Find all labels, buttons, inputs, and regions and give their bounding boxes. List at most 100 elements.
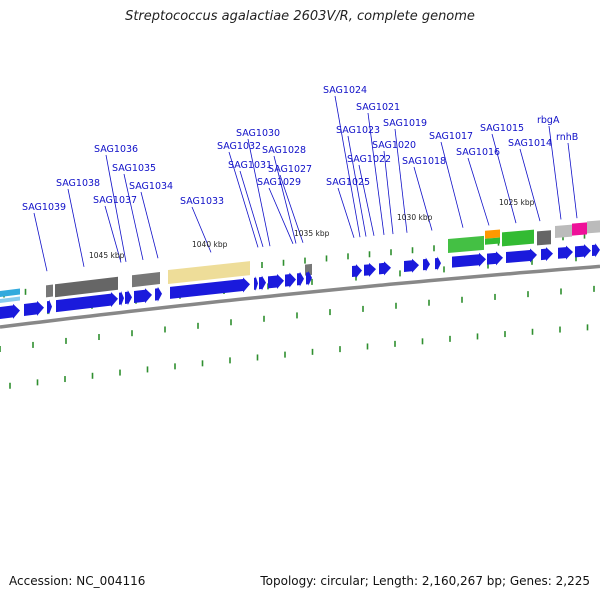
feature-block-gray: [132, 272, 160, 288]
feature-block-green: [502, 229, 534, 247]
tick-mark: [24, 288, 27, 295]
tick-mark: [284, 351, 286, 358]
cds-arrow: [541, 247, 553, 262]
gene-label: rnhB: [556, 132, 578, 143]
gene-label: SAG1033: [180, 196, 224, 207]
gene-label: SAG1014: [508, 138, 552, 149]
tick-mark: [164, 326, 166, 333]
tick-mark: [197, 322, 199, 329]
tick-mark: [527, 291, 529, 298]
kbp-labels: 1045 kbp 1040 kbp 1035 kbp 1030 kbp 1025 kbp: [89, 198, 535, 260]
cds-arrow: [364, 262, 376, 277]
tick-mark: [0, 346, 1, 352]
tick-mark: [91, 372, 94, 379]
tick-mark: [531, 328, 534, 335]
tick-mark: [304, 257, 306, 264]
feature-block-gray: [587, 220, 600, 234]
tick-mark: [98, 334, 100, 341]
tick-mark: [230, 319, 232, 326]
leader-line: [548, 125, 562, 220]
gene-label: SAG1027: [268, 164, 312, 175]
cds-arrow: [352, 264, 362, 279]
tick-mark: [32, 341, 34, 348]
gene-label: SAG1017: [429, 131, 473, 142]
cds-arrow: [268, 273, 284, 289]
leader-line: [467, 157, 490, 226]
backbone-line: [0, 264, 600, 329]
tick-mark: [368, 251, 371, 258]
accession-text: Accession: NC_004116: [9, 574, 146, 588]
cds-arrow: [24, 300, 44, 317]
tick-mark: [9, 382, 11, 389]
gene-label: SAG1022: [347, 154, 391, 165]
leader-line: [413, 166, 433, 231]
leader-line: [191, 206, 212, 253]
tick-mark: [282, 259, 285, 266]
cds-arrow: [0, 303, 20, 319]
cds-arrow: [592, 243, 600, 258]
cds-arrow: [452, 252, 486, 268]
tick-mark: [390, 249, 392, 256]
gene-label: SAG1030: [236, 128, 280, 139]
tick-mark: [504, 331, 506, 338]
cds-arrow: [379, 261, 391, 276]
feature-block-gray: [55, 276, 118, 298]
kbp-label: 1035 kbp: [294, 229, 330, 238]
cds-arrow: [575, 244, 591, 259]
cds-arrow: [487, 251, 503, 266]
tick-mark: [347, 253, 349, 260]
gene-label: SAG1015: [480, 123, 524, 134]
tick-mark: [411, 247, 414, 254]
cds-arrow: [259, 275, 266, 291]
leader-line: [273, 155, 297, 244]
map-title: Streptococcus agalactiae 2603V/R, comple…: [125, 9, 475, 24]
tick-mark: [329, 309, 331, 316]
leader-line: [367, 112, 385, 235]
feature-block-gray: [555, 224, 572, 238]
tick-mark: [64, 376, 66, 383]
kbp-label: 1025 kbp: [499, 198, 535, 207]
gene-label: SAG1020: [372, 140, 416, 151]
tick-mark: [263, 315, 265, 322]
cds-arrow: [47, 299, 52, 315]
backbone: [0, 264, 600, 329]
feature-block-cyan: [0, 296, 20, 303]
leader-line: [334, 95, 361, 238]
gene-label: SAG1036: [94, 144, 138, 155]
gene-labels: SAG1039 SAG1038 SAG1037 SAG1036 SAG1035 SAG10…: [22, 85, 578, 213]
tick-mark: [311, 348, 314, 355]
leader-line: [67, 188, 85, 267]
gene-label: SAG1034: [129, 181, 173, 192]
cds-track: [0, 243, 600, 319]
feature-block-gray: [537, 230, 551, 246]
feature-block-green: [485, 237, 500, 245]
feature-block-cyan: [0, 288, 20, 297]
leader-line: [105, 154, 127, 262]
genome-stats: Topology: circular; Length: 2,160,267 bp…: [260, 574, 590, 588]
leader-line: [394, 128, 408, 233]
cds-arrow: [119, 290, 124, 306]
leader-line: [347, 135, 367, 237]
cds-arrow: [125, 290, 132, 306]
tick-mark: [362, 305, 364, 312]
cds-arrow: [56, 292, 118, 313]
leader-line: [491, 133, 517, 224]
cds-arrow: [297, 271, 304, 287]
cds-arrow: [155, 286, 162, 302]
gene-label: rbgA: [537, 115, 560, 126]
leader-line: [337, 187, 355, 238]
features: [0, 220, 600, 303]
feature-block-pink: [572, 222, 587, 236]
gene-label: SAG1028: [262, 145, 306, 156]
leader-line: [440, 141, 464, 228]
cds-arrow: [254, 276, 258, 292]
tick-mark: [560, 288, 562, 295]
leader-line: [33, 212, 48, 272]
feature-block-orange: [485, 229, 500, 239]
tick-mark: [119, 369, 121, 376]
gene-label: SAG1038: [56, 178, 100, 189]
gene-label: SAG1023: [336, 125, 380, 136]
tick-mark: [366, 343, 369, 350]
leader-line: [228, 151, 259, 248]
tick-mark: [261, 261, 263, 268]
